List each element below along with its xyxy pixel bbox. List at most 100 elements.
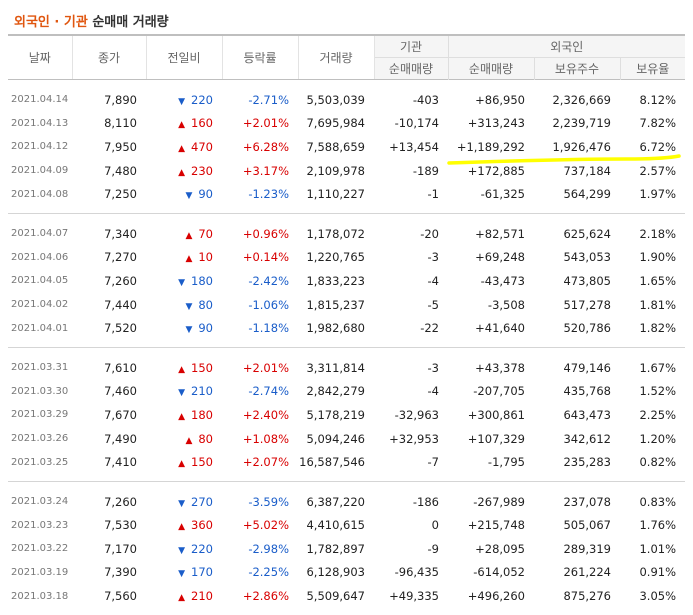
cell-change: ▲ 80	[146, 427, 222, 451]
table-header: 날짜 종가 전일비 등락률 거래량 기관 외국인 순매매량 순매매량 보유주수 …	[8, 35, 686, 80]
table-row: 2021.03.29 7,670 ▲ 180 +2.40% 5,178,219 -32,96…	[8, 403, 685, 427]
table-row: 2021.03.22 7,170 ▼ 220 -2.98% 1,782,897 -9 +28,…	[8, 537, 685, 561]
cell-inst-net: +49,335	[389, 589, 439, 604]
gap-cell	[8, 206, 685, 214]
up-arrow-icon: ▲	[178, 167, 186, 178]
cell-volume: 3,311,814	[306, 360, 365, 375]
cell-close: 7,170	[104, 541, 137, 556]
cell-foreign-ratio: 2.25%	[639, 407, 677, 422]
cell-close: 7,950	[104, 139, 137, 154]
cell-foreign-ratio: 3.05%	[639, 589, 677, 604]
cell-foreign-hold: 643,473	[563, 407, 611, 422]
cell-change: ▼ 80	[146, 293, 222, 317]
cell-foreign-net: -43,473	[480, 273, 525, 288]
cell-foreign-ratio: 1.81%	[639, 297, 677, 312]
cell-foreign-net: -207,705	[473, 384, 525, 399]
cell-rate: +2.07%	[242, 455, 289, 470]
cell-date: 2021.04.13	[11, 117, 69, 129]
group-gap	[8, 206, 685, 214]
cell-volume: 16,587,546	[299, 455, 365, 470]
table-row: 2021.04.13 8,110 ▲ 160 +2.01% 7,695,984 -10,17…	[8, 112, 685, 136]
page-title: 외국인 · 기관 순매매 거래량	[14, 11, 169, 30]
cell-foreign-ratio: 1.01%	[639, 541, 677, 556]
cell-change: ▼ 170	[146, 561, 222, 585]
cell-foreign-net: +107,329	[467, 431, 525, 446]
cell-date: 2021.04.14	[11, 94, 69, 106]
header-change: 전일비	[146, 35, 223, 80]
cell-foreign-net: +28,095	[475, 541, 525, 556]
cell-rate: +0.14%	[242, 250, 289, 265]
cell-foreign-hold: 342,612	[563, 431, 611, 446]
group-separator	[8, 347, 686, 348]
cell-change: ▼ 220	[146, 537, 222, 561]
cell-change: ▼ 90	[146, 316, 222, 340]
cell-inst-net: -403	[412, 92, 439, 107]
down-arrow-icon: ▼	[178, 498, 186, 509]
cell-foreign-net: +172,885	[467, 163, 525, 178]
cell-date: 2021.04.08	[11, 188, 69, 200]
header-close: 종가	[72, 35, 147, 80]
cell-date: 2021.03.29	[11, 409, 69, 421]
cell-close: 7,530	[104, 518, 137, 533]
cell-foreign-hold: 261,224	[563, 565, 611, 580]
cell-rate: -2.74%	[248, 384, 289, 399]
cell-volume: 6,387,220	[306, 494, 365, 509]
table-row: 2021.03.30 7,460 ▼ 210 -2.74% 2,842,279 -4 -207…	[8, 380, 685, 404]
cell-close: 7,340	[104, 226, 137, 241]
change-value: 180	[191, 273, 213, 288]
cell-change: ▲ 360	[146, 514, 222, 538]
table-body: 2021.04.14 7,890 ▼ 220 -2.71% 5,503,039 -403 +8…	[8, 80, 686, 608]
spacer-cell	[8, 214, 685, 222]
change-value: 150	[191, 360, 213, 375]
table-row: 2021.04.06 7,270 ▲ 10 +0.14% 1,220,765 -3 +69,2…	[8, 246, 685, 270]
cell-volume: 5,503,039	[306, 92, 365, 107]
table-row: 2021.03.18 7,560 ▲ 210 +2.86% 5,509,647 +49,33…	[8, 584, 685, 608]
cell-rate: -2.42%	[248, 273, 289, 288]
cell-volume: 1,178,072	[306, 226, 365, 241]
cell-date: 2021.04.01	[11, 322, 69, 334]
change-value: 150	[191, 455, 213, 470]
up-arrow-icon: ▲	[178, 411, 186, 422]
cell-close: 7,560	[104, 589, 137, 604]
change-value: 230	[191, 163, 213, 178]
cell-change: ▲ 10	[146, 246, 222, 270]
change-value: 70	[198, 226, 213, 241]
cell-change: ▼ 210	[146, 380, 222, 404]
cell-rate: +3.17%	[242, 163, 289, 178]
up-arrow-icon: ▲	[178, 593, 186, 604]
spacer-cell	[8, 80, 685, 89]
table-row: 2021.04.02 7,440 ▼ 80 -1.06% 1,815,237 -5 -3,50…	[8, 293, 685, 317]
cell-foreign-net: +43,378	[475, 360, 525, 375]
cell-foreign-ratio: 1.52%	[639, 384, 677, 399]
down-arrow-icon: ▼	[178, 96, 186, 107]
down-arrow-icon: ▼	[178, 388, 186, 399]
cell-inst-net: -186	[412, 494, 439, 509]
cell-foreign-hold: 473,805	[563, 273, 611, 288]
separator-cell	[8, 213, 686, 214]
cell-change: ▲ 470	[146, 135, 222, 159]
cell-inst-net: +13,454	[389, 139, 439, 154]
table-row: 2021.03.25 7,410 ▲ 150 +2.07% 16,587,546 -7 -1,…	[8, 450, 685, 474]
cell-volume: 1,110,227	[306, 187, 365, 202]
cell-inst-net: -10,174	[394, 116, 439, 131]
up-arrow-icon: ▲	[185, 230, 193, 241]
cell-close: 7,250	[104, 187, 137, 202]
up-arrow-icon: ▲	[178, 364, 186, 375]
cell-close: 7,890	[104, 92, 137, 107]
cell-foreign-ratio: 8.12%	[639, 92, 677, 107]
change-value: 210	[191, 384, 213, 399]
group-spacer	[8, 214, 685, 222]
up-arrow-icon: ▲	[185, 254, 193, 265]
cell-foreign-ratio: 1.97%	[639, 187, 677, 202]
up-arrow-icon: ▲	[178, 522, 186, 533]
cell-close: 7,490	[104, 431, 137, 446]
cell-foreign-net: +300,861	[467, 407, 525, 422]
cell-date: 2021.03.22	[11, 543, 69, 555]
cell-inst-net: -4	[427, 273, 439, 288]
cell-inst-net: -20	[420, 226, 439, 241]
cell-change: ▼ 220	[146, 88, 222, 112]
cell-rate: -2.25%	[248, 565, 289, 580]
down-arrow-icon: ▼	[185, 191, 193, 202]
cell-inst-net: -189	[412, 163, 439, 178]
change-value: 90	[198, 187, 213, 202]
